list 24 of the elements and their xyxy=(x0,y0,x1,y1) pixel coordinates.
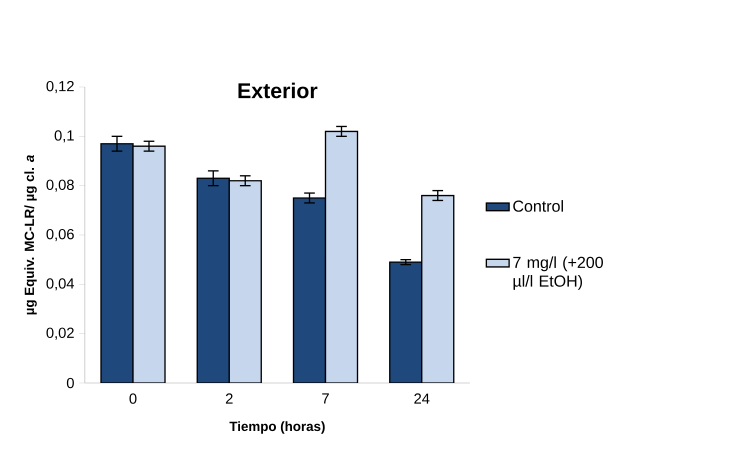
bar xyxy=(196,178,230,383)
y-tick-label: 0,08 xyxy=(46,180,74,192)
bar xyxy=(389,261,422,383)
x-tick-label: 24 xyxy=(414,393,430,404)
bar xyxy=(228,180,262,383)
y-tick-label: 0 xyxy=(66,378,74,388)
y-tick-label: 0,04 xyxy=(46,278,74,290)
chart-title: Exterior xyxy=(238,82,318,98)
bar xyxy=(292,197,326,383)
x-tick-label: 7 xyxy=(322,393,329,404)
x-tick-label: 2 xyxy=(226,393,233,404)
legend-label: Control xyxy=(513,200,563,212)
bar xyxy=(421,194,454,383)
x-tick-label: 0 xyxy=(129,393,136,404)
legend-label: 7 mg/l (+200 µl/l EtOH) xyxy=(513,256,603,290)
bar xyxy=(100,143,134,383)
y-tick-label: 0,12 xyxy=(46,80,74,94)
y-axis-title: µg Equiv. MC-LR/ µg cl. a xyxy=(24,155,37,314)
bar xyxy=(324,130,358,383)
x-axis-title: Tiempo (horas) xyxy=(229,421,325,434)
y-tick-label: 0,06 xyxy=(46,228,74,242)
y-tick-label: 0,02 xyxy=(46,328,74,340)
bar xyxy=(132,146,166,383)
y-tick-label: 0,1 xyxy=(54,130,74,142)
